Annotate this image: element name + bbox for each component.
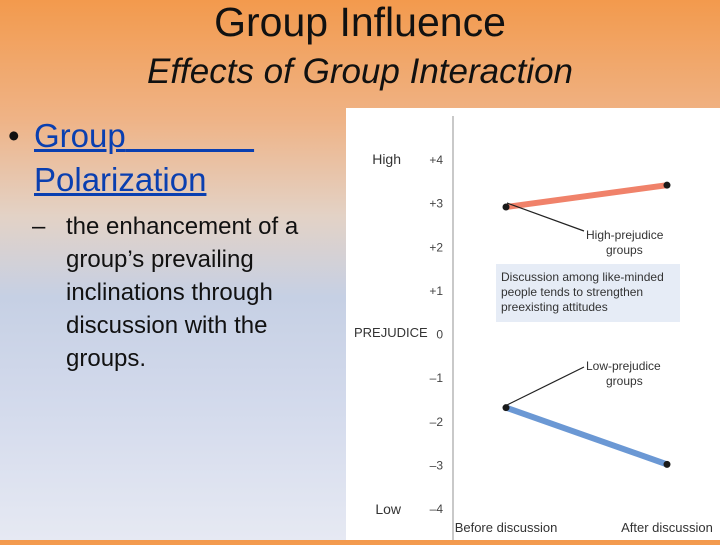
y-tick-labels: +4 +3 +2 +1 0 –1 –2 –3 –4 bbox=[429, 153, 443, 516]
series-line bbox=[505, 182, 668, 210]
y-tick-label: +3 bbox=[429, 197, 443, 211]
x-tick-label: After discussion bbox=[621, 520, 713, 535]
y-tick-label: +1 bbox=[429, 284, 443, 298]
group-polarization-link[interactable]: Group Polarization bbox=[34, 114, 254, 202]
y-tick-label: –4 bbox=[430, 502, 444, 516]
y-low-label: Low bbox=[375, 501, 402, 517]
annotation-box-line-2: people tends to strengthen bbox=[501, 285, 643, 299]
annotation-box-line-3: preexisting attitudes bbox=[501, 300, 608, 314]
definition-text: the enhancement of a group’s prevailing … bbox=[66, 213, 299, 372]
y-tick-label: +4 bbox=[429, 153, 443, 167]
bullet-dot: • bbox=[8, 117, 20, 154]
link-line-2: Polarization bbox=[34, 161, 207, 198]
series-lines bbox=[502, 181, 671, 468]
y-axis-label: PREJUDICE bbox=[354, 325, 428, 340]
annotation-box bbox=[496, 264, 680, 322]
high-group-label-1: High-prejudice bbox=[586, 228, 664, 242]
y-tick-label: –3 bbox=[430, 458, 444, 472]
y-high-label: High bbox=[372, 151, 401, 167]
y-tick-label: –1 bbox=[430, 371, 444, 385]
data-point bbox=[663, 181, 671, 189]
link-gap bbox=[126, 117, 254, 154]
sub-bullet-dash: – bbox=[32, 213, 46, 240]
low-group-label-1: Low-prejudice bbox=[586, 359, 661, 373]
high-annotation-leader bbox=[506, 202, 585, 232]
series-line bbox=[505, 404, 668, 468]
data-point bbox=[502, 404, 510, 412]
y-tick-label: +2 bbox=[429, 240, 443, 254]
slide-subtitle: Effects of Group Interaction bbox=[146, 52, 574, 91]
high-group-label-2: groups bbox=[606, 243, 643, 257]
y-tick-label: –2 bbox=[430, 415, 444, 429]
low-group-label-2: groups bbox=[606, 374, 643, 388]
slide-title: Group Influence bbox=[214, 0, 506, 45]
x-tick-labels: Before discussion After discussion bbox=[455, 520, 713, 535]
x-tick-label: Before discussion bbox=[455, 520, 558, 535]
link-line-1: Group bbox=[34, 117, 126, 154]
y-tick-label: 0 bbox=[436, 328, 443, 342]
annotation-box-line-1: Discussion among like-minded bbox=[501, 270, 664, 284]
data-point bbox=[502, 203, 510, 211]
polarization-chart: High Low PREJUDICE +4 +3 +2 +1 0 –1 –2 –3 –4 Bef… bbox=[354, 116, 713, 540]
sub-bullet-definition: – the enhancement of a group’s prevailin… bbox=[32, 210, 350, 375]
data-point bbox=[663, 460, 671, 468]
low-annotation-leader bbox=[506, 366, 585, 406]
chart-panel: High Low PREJUDICE +4 +3 +2 +1 0 –1 –2 –3 –4 Bef… bbox=[346, 108, 720, 540]
